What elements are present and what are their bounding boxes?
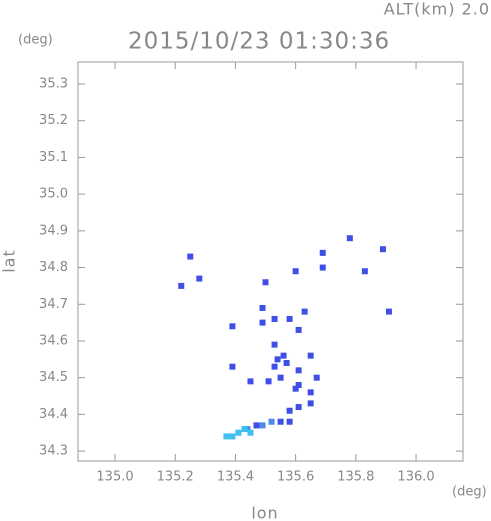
echo-point [307, 352, 314, 359]
echo-point [319, 264, 326, 271]
x-axis-label: lon [251, 504, 278, 521]
echo-point [178, 282, 185, 289]
echo-point [259, 422, 266, 429]
y-tick-label: 34.9 [39, 223, 68, 238]
echo-point [259, 304, 266, 311]
y-tick-label: 34.7 [39, 297, 68, 312]
echo-point [223, 433, 230, 440]
echo-point [271, 341, 278, 348]
x-tick-label: 135.0 [96, 470, 133, 485]
echo-point [277, 418, 284, 425]
echo-point [286, 315, 293, 322]
echo-point [259, 319, 266, 326]
echo-point [268, 418, 275, 425]
echo-point [283, 359, 290, 366]
echo-point [241, 426, 248, 433]
x-tick-label: 135.4 [217, 470, 254, 485]
echo-point [247, 429, 254, 436]
y-tick-label: 34.3 [39, 444, 68, 459]
y-tick-label: 34.4 [39, 407, 68, 422]
echo-point [229, 363, 236, 370]
echo-point [307, 400, 314, 407]
echo-point [253, 422, 260, 429]
echo-point [271, 315, 278, 322]
echo-point [229, 323, 236, 330]
echo-point [286, 407, 293, 414]
echo-point [196, 275, 203, 282]
echo-point [247, 378, 254, 385]
x-tick-label: 135.8 [337, 470, 374, 485]
chart-title: 2015/10/23 01:30:36 [128, 29, 390, 55]
echo-point [319, 249, 326, 256]
x-tick-label: 135.6 [277, 470, 314, 485]
echo-point [286, 418, 293, 425]
y-unit: (deg) [18, 33, 53, 48]
echo-point [361, 268, 368, 275]
y-axis-label: lat [0, 249, 19, 273]
echo-point [307, 389, 314, 396]
y-tick-label: 35.2 [39, 113, 68, 128]
echo-point [235, 429, 242, 436]
echo-point [271, 363, 278, 370]
y-tick-label: 34.6 [39, 333, 68, 348]
y-tick-label: 35.3 [39, 77, 68, 92]
echo-point [295, 326, 302, 333]
echo-point [292, 268, 299, 275]
echo-point [301, 308, 308, 315]
echo-point [244, 426, 251, 433]
echo-point [295, 367, 302, 374]
echo-point [187, 253, 194, 260]
echo-point [295, 382, 302, 389]
y-tick-label: 35.1 [39, 150, 68, 165]
echo-point [262, 279, 269, 286]
echo-point [277, 374, 284, 381]
echo-point [313, 374, 320, 381]
y-tick-label: 34.8 [39, 260, 68, 275]
echo-point [295, 404, 302, 411]
x-tick-label: 135.2 [157, 470, 194, 485]
echo-point [280, 352, 287, 359]
echo-point [385, 308, 392, 315]
echo-point [274, 356, 281, 363]
echo-point [379, 246, 386, 253]
y-tick-label: 34.5 [39, 370, 68, 385]
x-tick-label: 136.0 [397, 470, 434, 485]
echo-point [229, 433, 236, 440]
altitude-label: ALT(km) 2.0 [384, 0, 490, 19]
echo-point [292, 385, 299, 392]
y-tick-label: 35.0 [39, 187, 68, 202]
x-unit: (deg) [452, 485, 487, 500]
echo-point [346, 235, 353, 242]
echo-point [265, 378, 272, 385]
plot-frame [77, 61, 464, 462]
